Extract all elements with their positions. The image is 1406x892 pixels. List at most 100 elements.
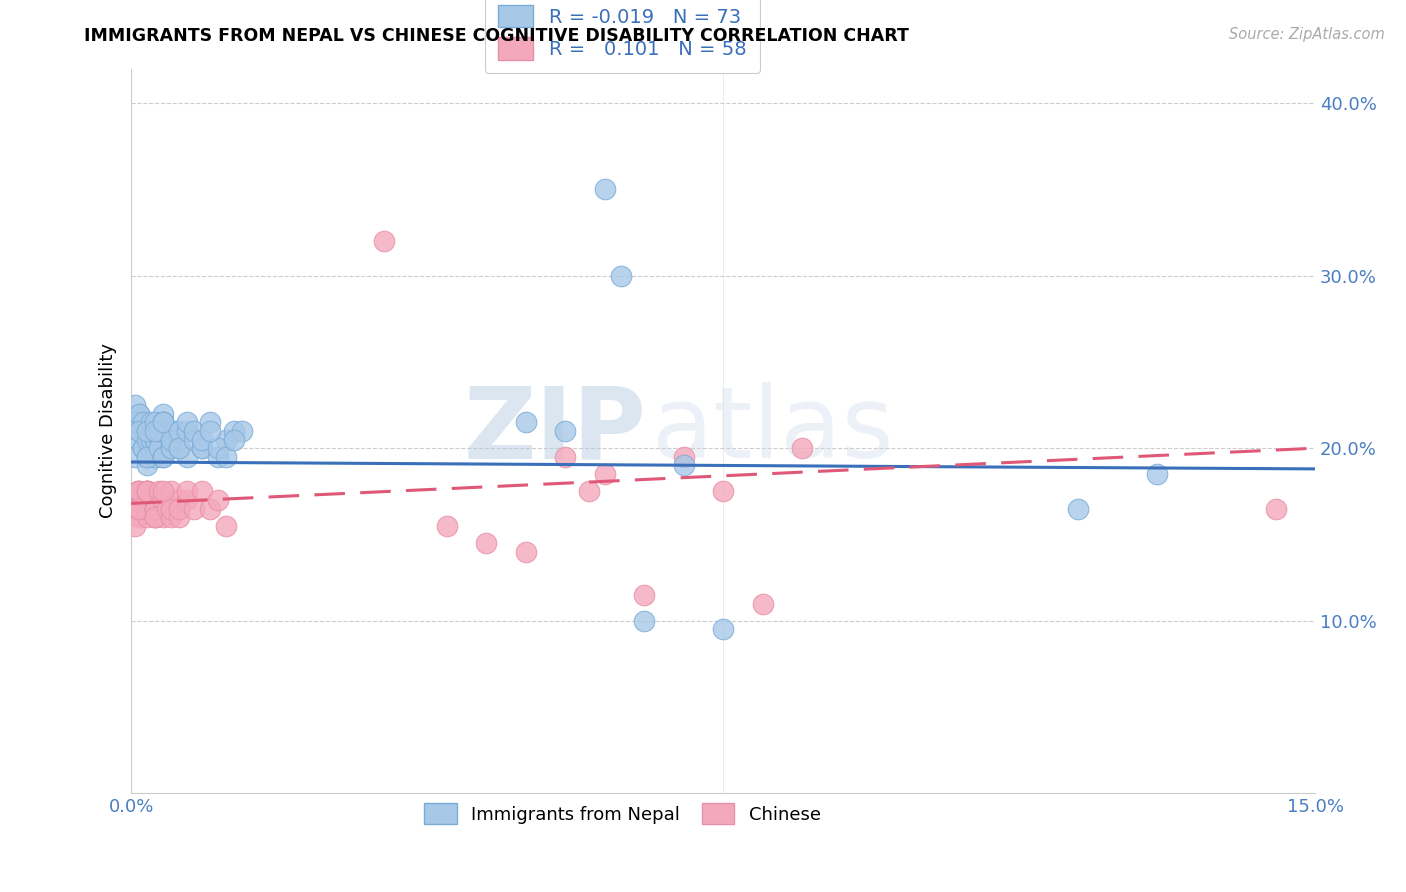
Point xyxy=(373,234,395,248)
Point xyxy=(128,501,150,516)
Point xyxy=(1146,467,1168,481)
Point xyxy=(191,433,214,447)
Point xyxy=(124,519,146,533)
Point xyxy=(1264,501,1286,516)
Point xyxy=(143,501,166,516)
Point xyxy=(152,415,174,429)
Point xyxy=(128,501,150,516)
Point xyxy=(159,441,181,455)
Point xyxy=(593,182,616,196)
Point xyxy=(176,492,198,507)
Point xyxy=(152,492,174,507)
Point xyxy=(475,536,498,550)
Point xyxy=(143,441,166,455)
Point xyxy=(128,484,150,499)
Point xyxy=(159,441,181,455)
Point xyxy=(132,415,155,429)
Point xyxy=(159,433,181,447)
Point xyxy=(152,415,174,429)
Point xyxy=(132,441,155,455)
Point xyxy=(207,492,229,507)
Point xyxy=(159,441,181,455)
Point xyxy=(215,519,238,533)
Legend: Immigrants from Nepal, Chinese: Immigrants from Nepal, Chinese xyxy=(413,792,831,835)
Text: IMMIGRANTS FROM NEPAL VS CHINESE COGNITIVE DISABILITY CORRELATION CHART: IMMIGRANTS FROM NEPAL VS CHINESE COGNITI… xyxy=(84,27,910,45)
Point xyxy=(139,415,162,429)
Point xyxy=(167,424,190,438)
Point xyxy=(139,492,162,507)
Point xyxy=(609,268,631,283)
Point xyxy=(152,450,174,464)
Point xyxy=(124,501,146,516)
Point xyxy=(152,450,174,464)
Point xyxy=(215,433,238,447)
Point xyxy=(167,501,190,516)
Point xyxy=(143,510,166,524)
Point xyxy=(672,458,695,473)
Point xyxy=(148,492,170,507)
Point xyxy=(183,433,205,447)
Point xyxy=(139,441,162,455)
Point xyxy=(191,484,214,499)
Point xyxy=(751,597,773,611)
Point xyxy=(1067,501,1090,516)
Point xyxy=(152,407,174,421)
Point xyxy=(436,519,458,533)
Point xyxy=(143,450,166,464)
Text: Source: ZipAtlas.com: Source: ZipAtlas.com xyxy=(1229,27,1385,42)
Point xyxy=(127,415,149,429)
Point xyxy=(215,450,238,464)
Point xyxy=(515,545,537,559)
Point xyxy=(143,424,166,438)
Point xyxy=(127,484,149,499)
Point xyxy=(143,510,166,524)
Text: ZIP: ZIP xyxy=(464,383,647,479)
Point xyxy=(143,433,166,447)
Point xyxy=(128,492,150,507)
Point xyxy=(136,424,159,438)
Point xyxy=(593,467,616,481)
Point xyxy=(143,424,166,438)
Point xyxy=(159,510,181,524)
Point xyxy=(136,484,159,499)
Point xyxy=(207,450,229,464)
Point xyxy=(132,441,155,455)
Point xyxy=(183,501,205,516)
Point xyxy=(152,484,174,499)
Point xyxy=(136,501,159,516)
Point xyxy=(152,415,174,429)
Point xyxy=(132,501,155,516)
Point xyxy=(128,407,150,421)
Point xyxy=(198,501,221,516)
Y-axis label: Cognitive Disability: Cognitive Disability xyxy=(100,343,117,518)
Point xyxy=(578,484,600,499)
Point xyxy=(152,415,174,429)
Point xyxy=(207,441,229,455)
Point xyxy=(672,450,695,464)
Point xyxy=(136,450,159,464)
Point xyxy=(515,415,537,429)
Point xyxy=(143,450,166,464)
Point xyxy=(198,424,221,438)
Point xyxy=(792,441,814,455)
Point xyxy=(136,433,159,447)
Point xyxy=(136,510,159,524)
Point xyxy=(143,415,166,429)
Point xyxy=(128,424,150,438)
Point xyxy=(159,484,181,499)
Text: atlas: atlas xyxy=(652,383,894,479)
Point xyxy=(148,441,170,455)
Point xyxy=(159,433,181,447)
Point xyxy=(132,492,155,507)
Point xyxy=(124,450,146,464)
Point xyxy=(148,424,170,438)
Point xyxy=(139,492,162,507)
Point xyxy=(124,398,146,412)
Point xyxy=(222,424,245,438)
Point xyxy=(128,433,150,447)
Point xyxy=(554,450,576,464)
Point xyxy=(176,424,198,438)
Point xyxy=(167,441,190,455)
Point xyxy=(711,484,734,499)
Point xyxy=(167,510,190,524)
